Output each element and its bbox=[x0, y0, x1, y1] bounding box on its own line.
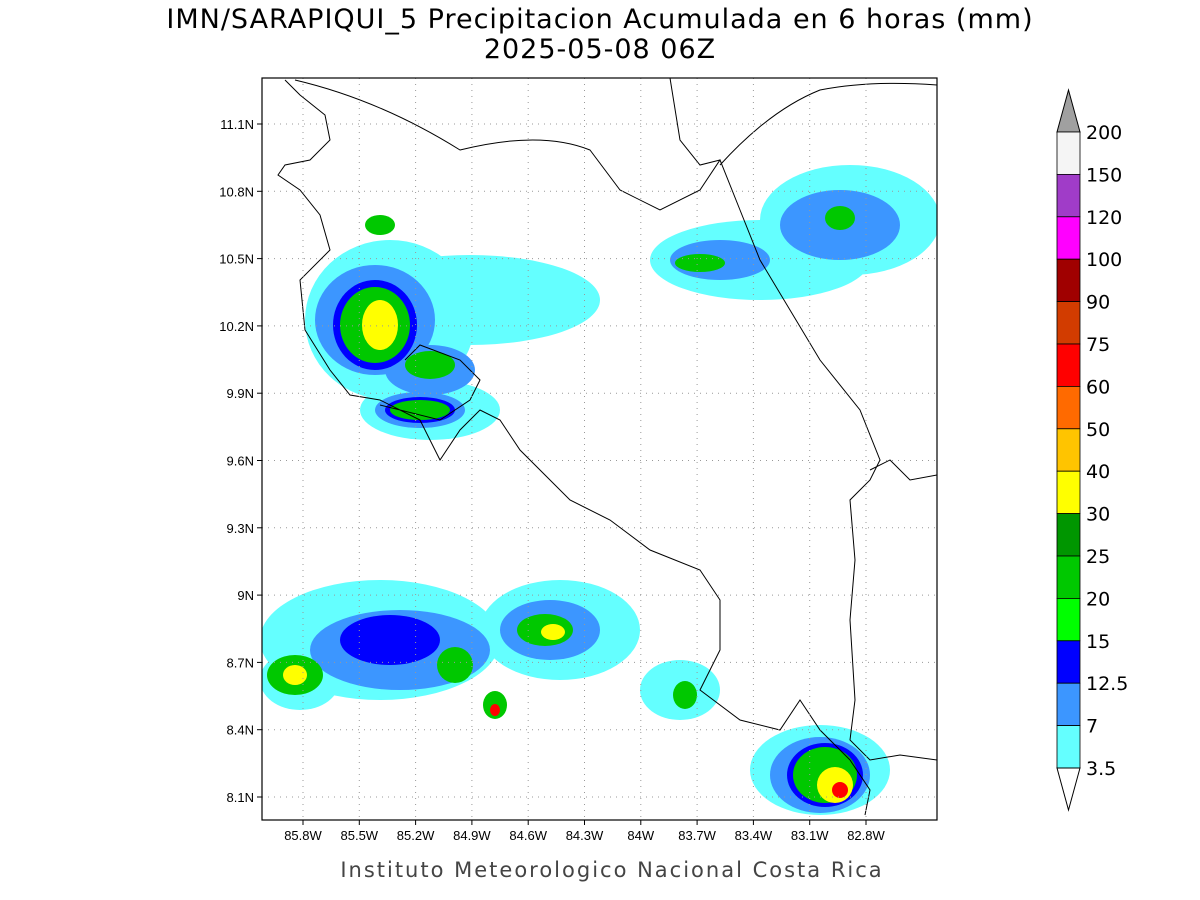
footer: Instituto Meteorologico Nacional Costa R… bbox=[340, 858, 883, 882]
colorbar-label: 100 bbox=[1086, 249, 1122, 271]
colorbar-box bbox=[1056, 725, 1081, 769]
colorbar-over bbox=[1056, 88, 1081, 133]
colorbar-label: 3.5 bbox=[1086, 758, 1116, 780]
lon-label: 83.7W bbox=[678, 828, 716, 843]
colorbar-box bbox=[1056, 173, 1081, 218]
colorbar-box bbox=[1056, 216, 1081, 260]
lon-label: 85.2W bbox=[397, 828, 435, 843]
colorbar: 200 150 120 100 90 75 60 50 40 30 25 20 15 12.5 7 3.5 bbox=[1056, 88, 1128, 812]
colorbar-label: 50 bbox=[1086, 419, 1110, 441]
colorbar-label: 20 bbox=[1086, 588, 1110, 610]
colorbar-box bbox=[1056, 470, 1081, 515]
lon-label: 82.8W bbox=[847, 828, 885, 843]
title: IMN/SARAPIQUI_5 Precipitacion Acumulada … bbox=[166, 4, 1033, 35]
colorbar-label: 7 bbox=[1086, 716, 1098, 738]
lon-label: 84.9W bbox=[453, 828, 491, 843]
colorbar-label: 120 bbox=[1086, 207, 1122, 229]
colorbar-label: 200 bbox=[1086, 122, 1122, 144]
colorbar-box bbox=[1056, 385, 1081, 430]
colorbar-label: 12.5 bbox=[1086, 673, 1128, 695]
colorbar-label: 25 bbox=[1086, 546, 1110, 568]
lat-label: 9.3N bbox=[227, 521, 254, 536]
lat-label: 10.2N bbox=[219, 319, 254, 334]
lon-label: 84W bbox=[627, 828, 654, 843]
precip-fields bbox=[262, 165, 937, 815]
lat-label: 10.5N bbox=[219, 252, 254, 267]
colorbar-box bbox=[1056, 131, 1081, 175]
colorbar-box bbox=[1056, 301, 1081, 345]
colorbar-box bbox=[1056, 598, 1081, 642]
lat-label: 11.1N bbox=[220, 117, 254, 132]
lat-label: 9.6N bbox=[227, 454, 254, 469]
colorbar-label: 40 bbox=[1086, 461, 1110, 483]
lon-label: 85.5W bbox=[341, 828, 379, 843]
lat-label: 8.1N bbox=[227, 790, 254, 805]
colorbar-label: 90 bbox=[1086, 292, 1110, 314]
lat-label: 9.9N bbox=[227, 386, 254, 401]
map-frame bbox=[261, 77, 938, 821]
colorbar-label: 15 bbox=[1086, 631, 1110, 653]
colorbar-box bbox=[1056, 343, 1081, 387]
colorbar-box bbox=[1056, 640, 1081, 684]
map-area bbox=[262, 78, 937, 820]
colorbar-label: 150 bbox=[1086, 164, 1122, 186]
lat-label: 10.8N bbox=[219, 184, 254, 199]
colorbar-box bbox=[1056, 555, 1081, 599]
colorbar-box bbox=[1056, 682, 1081, 727]
lon-label: 84.6W bbox=[509, 828, 547, 843]
colorbar-box bbox=[1056, 428, 1081, 472]
lon-label: 85.8W bbox=[284, 828, 322, 843]
lon-label: 83.4W bbox=[735, 828, 773, 843]
colorbar-box bbox=[1056, 513, 1081, 557]
lon-label: 83.1W bbox=[791, 828, 829, 843]
lon-label: 84.3W bbox=[566, 828, 604, 843]
lat-label: 8.4N bbox=[227, 723, 254, 738]
colorbar-box bbox=[1056, 258, 1081, 303]
coastline bbox=[277, 78, 937, 816]
colorbar-label: 75 bbox=[1086, 334, 1110, 356]
subtitle: 2025-05-08 06Z bbox=[484, 34, 716, 65]
lat-label: 9N bbox=[237, 588, 254, 603]
colorbar-under bbox=[1056, 767, 1081, 812]
lat-label: 8.7N bbox=[227, 655, 254, 670]
colorbar-label: 60 bbox=[1086, 376, 1110, 398]
colorbar-label: 30 bbox=[1086, 504, 1110, 526]
